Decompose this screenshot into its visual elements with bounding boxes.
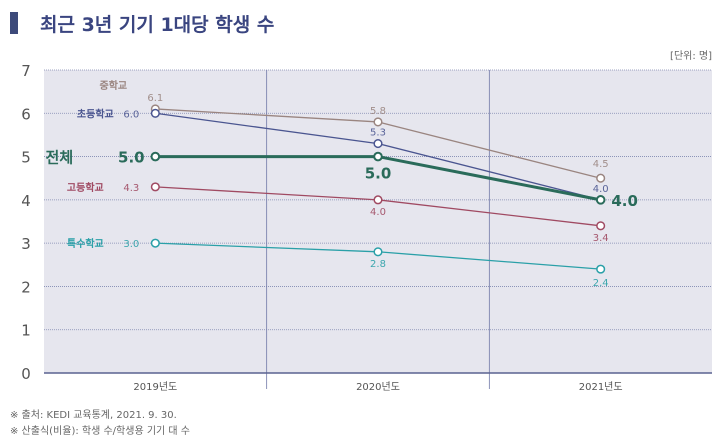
data-label: 4.0 [611,192,638,210]
y-tick-label: 4 [21,192,31,210]
data-label: 4.3 [123,183,139,194]
data-label: 5.0 [365,165,392,183]
data-point [150,238,160,248]
data-point [150,108,160,118]
chart-title-block: 최근 3년 기기 1대당 학생 수 [10,10,274,36]
data-label: 3.0 [123,239,139,250]
y-tick-label: 1 [21,322,31,340]
footnotes: ※ 출처: KEDI 교육통계, 2021. 9. 30. ※ 산출식(비율):… [10,408,190,440]
formula-note: ※ 산출식(비율): 학생 수/학생용 기기 대 수 [10,426,190,437]
y-tick-label: 2 [21,278,31,296]
data-point [373,247,383,257]
data-label: 6.0 [123,109,139,120]
data-point [373,117,383,127]
data-point [596,264,606,274]
y-tick-label: 0 [21,365,31,383]
y-tick-label: 6 [21,105,31,123]
data-point [150,182,160,192]
data-label: 4.0 [593,184,609,195]
x-tick-label: 2019년도 [133,381,177,393]
data-point [596,221,606,231]
data-label: 5.3 [370,128,386,139]
data-label: 2.4 [593,278,609,289]
data-label: 4.5 [593,159,609,170]
series-name-label: 고등학교 [67,181,104,194]
data-label: 4.0 [370,207,386,218]
line-chart: 0 1 2 3 4 5 6 7 2019년도 2020년도 2021년도 6.1 5.8 4.5 중학교 6.… [21,62,712,393]
data-point [373,195,383,205]
data-point [596,173,606,183]
x-tick-label: 2021년도 [579,381,623,393]
data-point [373,151,383,162]
x-tick-label: 2020년도 [356,381,400,393]
data-label: 6.1 [147,93,163,104]
unit-label: [단위: 명] [670,51,712,62]
data-label: 3.4 [593,233,609,244]
title-accent-bar [10,12,18,34]
source-note: ※ 출처: KEDI 교육통계, 2021. 9. 30. [10,410,177,421]
series-name-label: 전체 [46,149,74,167]
y-tick-label: 3 [21,235,31,253]
data-point [373,139,383,149]
data-label: 2.8 [370,259,386,270]
y-tick-label: 7 [21,62,31,80]
chart-title: 최근 3년 기기 1대당 학생 수 [40,13,275,36]
y-tick-label: 5 [21,149,31,167]
series-name-label: 초등학교 [77,107,114,120]
data-label: 5.0 [118,149,145,167]
series-name-label: 특수학교 [67,237,104,250]
data-point [595,195,606,205]
data-label: 5.8 [370,106,386,117]
data-point [150,151,161,162]
series-name-label: 중학교 [100,79,128,92]
